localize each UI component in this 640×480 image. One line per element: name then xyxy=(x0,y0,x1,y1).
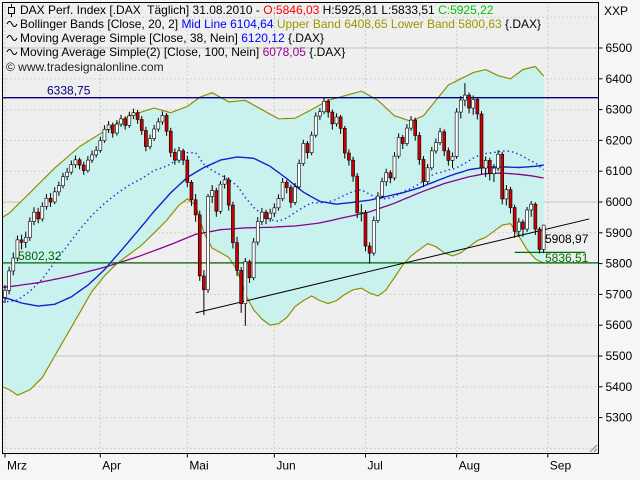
bollinger-upper-line xyxy=(2,65,545,218)
plot-border xyxy=(2,2,599,454)
month-tick-label: Jul xyxy=(367,459,382,473)
price-tick-label: 6200 xyxy=(606,133,633,147)
wave-icon xyxy=(6,47,20,57)
trendline xyxy=(195,218,590,314)
price-tick-label: 5400 xyxy=(606,380,633,394)
month-tick-label: Mai xyxy=(189,459,208,473)
legend-bollinger-row: Bollinger Bands [Close, 20, 2] Mid Line … xyxy=(6,17,541,31)
price-tick-label: 6500 xyxy=(606,41,633,55)
pane-label: XXP xyxy=(604,4,629,18)
price-tick-label: 6000 xyxy=(606,195,633,209)
ma100-line xyxy=(2,172,544,288)
open-value: O:5846,03 xyxy=(263,3,320,17)
ma38-symbol: {.DAX} xyxy=(287,31,324,45)
wave-icon xyxy=(6,33,20,43)
bollinger-band-fill xyxy=(2,66,544,396)
candlestick-icon xyxy=(6,3,20,17)
high-low-values: H:5925,81 L:5833,51 xyxy=(319,3,439,17)
price-tick-label: 6100 xyxy=(606,164,633,178)
ma100-label: Moving Average Simple(2) [Close, 100, Ne… xyxy=(20,45,263,59)
short-support-value-label: 5836,51 xyxy=(545,251,589,265)
candles-layer xyxy=(3,83,546,326)
ma38-line xyxy=(2,156,544,307)
price-tick-label: 5800 xyxy=(606,257,633,271)
ma100-value: 6078,05 xyxy=(262,45,310,59)
resize-grip xyxy=(589,444,598,453)
price-tick-label: 5700 xyxy=(606,287,633,301)
month-tick-label: Apr xyxy=(102,459,121,473)
chart-legend: DAX Perf. Index [.DAX Täglich] 31.08.201… xyxy=(6,3,541,59)
close-value: C:5925,22 xyxy=(438,3,494,17)
support-value-label: 5802,32 xyxy=(18,249,62,263)
legend-instrument-row: DAX Perf. Index [.DAX Täglich] 31.08.201… xyxy=(6,3,541,17)
price-tick-label: 5500 xyxy=(606,349,633,363)
ma38-label: Moving Average Simple [Close, 38, Nein] xyxy=(20,31,242,45)
month-tick-label: Jun xyxy=(276,459,295,473)
price-tick-label: 6300 xyxy=(606,103,633,117)
month-tick-label: Aug xyxy=(459,459,480,473)
legend-ma100-row: Moving Average Simple(2) [Close, 100, Ne… xyxy=(6,45,541,59)
price-tick-label: 5900 xyxy=(606,226,633,240)
time-axis: Mrz Apr Mai Jun Jul Aug Sep xyxy=(4,453,572,473)
bollinger-label: Bollinger Bands [Close, 20, 2] xyxy=(20,17,182,31)
bollinger-mid-line xyxy=(2,150,545,303)
bollinger-lower-line xyxy=(2,198,544,396)
bollinger-band-values: Upper Band 6408,65 Lower Band 5800,63 xyxy=(276,17,506,31)
price-tick-label: 5600 xyxy=(606,318,633,332)
ma38-value: 6120,12 xyxy=(241,31,288,45)
price-tick-label: 6400 xyxy=(606,72,633,86)
bollinger-mid-value: Mid Line 6104,64 xyxy=(181,17,277,31)
ma100-symbol: {.DAX} xyxy=(309,45,346,59)
price-axis: 6500 6400 6300 6200 6100 6000 5900 5800 5700 5600… xyxy=(598,41,633,425)
bollinger-symbol: {.DAX} xyxy=(505,17,542,31)
month-tick-label: Sep xyxy=(550,459,572,473)
trendline-value-label: 5908,97 xyxy=(545,232,589,246)
wave-icon xyxy=(6,19,20,29)
price-tick-label: 5300 xyxy=(606,411,633,425)
instrument-title: DAX Perf. Index [.DAX Täglich] 31.08.201… xyxy=(20,3,264,17)
resistance-value-label: 6338,75 xyxy=(47,84,91,98)
watermark: © www.tradesignalonline.com xyxy=(6,60,164,74)
legend-ma38-row: Moving Average Simple [Close, 38, Nein] … xyxy=(6,31,541,45)
month-tick-label: Mrz xyxy=(7,459,27,473)
